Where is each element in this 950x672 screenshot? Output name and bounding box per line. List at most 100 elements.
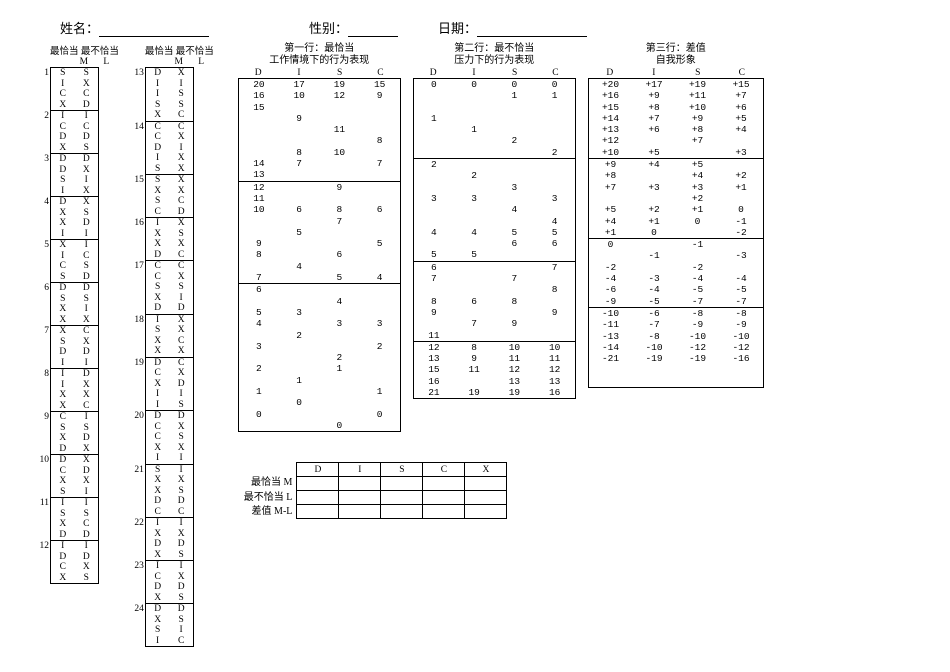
score-row: 55 — [414, 249, 575, 260]
answer-row: DD — [51, 530, 98, 541]
score-row: 4455 — [414, 227, 575, 238]
answer-block: 3DDDXSIIX — [50, 154, 99, 197]
score-row: 0 — [239, 397, 400, 408]
block-number: 18 — [132, 315, 144, 325]
answer-row: XX — [51, 476, 98, 487]
answer-row: II — [51, 498, 98, 509]
answer-block: 4DXXSXDII — [50, 197, 99, 240]
score-row: +10+5+3 — [589, 147, 763, 158]
answer-block: 11IISSXCDD — [50, 498, 99, 541]
score-section: 128101013911111511121216131321191916 — [414, 342, 575, 398]
answer-row: XC — [146, 110, 193, 121]
block-number: 4 — [37, 197, 49, 207]
score-row: 8 — [414, 284, 575, 295]
block-number: 10 — [37, 455, 49, 465]
block-number: 16 — [132, 218, 144, 228]
summary-cell[interactable] — [465, 477, 507, 491]
summary-cell[interactable] — [465, 505, 507, 519]
answer-row: DD — [146, 582, 193, 593]
score-row: 2 — [414, 147, 575, 158]
score-row: 2 — [239, 330, 400, 341]
answer-row: DX — [51, 444, 98, 455]
answer-row: SI — [146, 625, 193, 636]
score-section: 2233334444556655 — [414, 159, 575, 262]
answer-row: SX — [146, 175, 193, 186]
answer-row: IS — [146, 89, 193, 100]
score-row: +5+2+10 — [589, 204, 763, 215]
answer-row: IX — [146, 315, 193, 326]
answer-block: 7XCSXDDII — [50, 326, 99, 369]
answer-row: IX — [51, 186, 98, 197]
answer-row: DD — [51, 347, 98, 358]
answer-block: 13DXIIISSSXC — [145, 67, 194, 122]
summary-cell[interactable] — [423, 477, 465, 491]
score-row: 11 — [239, 193, 400, 204]
answer-row: SC — [146, 196, 193, 207]
score-row: 0 — [239, 420, 400, 431]
score-row: 1281010 — [414, 342, 575, 353]
answer-row: XX — [146, 529, 193, 540]
answer-block: 9CISSXDDX — [50, 412, 99, 455]
answer-row: DD — [146, 496, 193, 507]
summary-cell[interactable] — [465, 491, 507, 505]
summary-cell[interactable] — [423, 505, 465, 519]
answer-row: CD — [51, 466, 98, 477]
summary-cell[interactable] — [423, 491, 465, 505]
score-section: -10-6-8-8-11-7-9-9-13-8-10-10-14-10-12-1… — [589, 308, 763, 387]
answer-row: SS — [51, 68, 98, 79]
score-row: 0-1 — [589, 239, 763, 250]
answer-block: 8IDIXXXXC — [50, 369, 99, 412]
score-row: 79 — [414, 318, 575, 329]
answer-row: II — [146, 518, 193, 529]
score-row: 5 — [239, 227, 400, 238]
block-number: 17 — [132, 261, 144, 271]
summary-cell[interactable] — [339, 505, 381, 519]
answer-row: SS — [51, 294, 98, 305]
answer-row: DI — [146, 143, 193, 154]
summary-cell[interactable] — [339, 477, 381, 491]
answer-row: XI — [51, 304, 98, 315]
answer-row: DD — [51, 132, 98, 143]
answer-row: DD — [146, 303, 193, 314]
score-row: 77 — [414, 273, 575, 284]
score-row: 1 — [414, 113, 575, 124]
answer-row: XS — [146, 486, 193, 497]
summary-cell[interactable] — [381, 505, 423, 519]
answer-row: DC — [146, 250, 193, 261]
answer-row: XX — [146, 346, 193, 357]
summary-cell[interactable] — [297, 477, 339, 491]
summary-cell[interactable] — [297, 491, 339, 505]
name-label: 姓名： — [60, 21, 99, 36]
score-row: +12+7 — [589, 135, 763, 146]
block-number: 9 — [37, 412, 49, 422]
gender-input-line[interactable] — [348, 24, 398, 37]
summary-cell[interactable] — [339, 491, 381, 505]
answer-block: 6DDSSXIXX — [50, 283, 99, 326]
answer-row: XS — [146, 229, 193, 240]
answer-row: CS — [51, 261, 98, 272]
answer-row: SS — [146, 100, 193, 111]
score-row — [589, 364, 763, 375]
answer-row: SS — [51, 423, 98, 434]
score-row: 1 — [239, 375, 400, 386]
score-column: 第一行：最恰当工作情境下的行为表现DISC2017191516101291591… — [238, 43, 401, 432]
answer-row: II — [51, 229, 98, 240]
answer-block: 20DDCXCSXXII — [145, 411, 194, 465]
answer-row: DD — [146, 411, 193, 422]
ml-header: ML — [70, 57, 119, 67]
answer-row: XI — [51, 240, 98, 251]
score-row: 433 — [239, 318, 400, 329]
summary-row-label: 最恰当 M — [244, 476, 293, 491]
score-row: -14-10-12-12 — [589, 342, 763, 353]
summary-cell[interactable] — [381, 477, 423, 491]
answer-row: CX — [51, 562, 98, 573]
name-input-line[interactable] — [99, 24, 209, 37]
answer-row: SX — [51, 337, 98, 348]
answer-row: CC — [51, 122, 98, 133]
disc-header: DISC — [588, 68, 764, 78]
score-row: 1391111 — [414, 353, 575, 364]
summary-cell[interactable] — [381, 491, 423, 505]
score-row: 161313 — [414, 376, 575, 387]
date-input-line[interactable] — [477, 24, 587, 37]
summary-cell[interactable] — [297, 505, 339, 519]
